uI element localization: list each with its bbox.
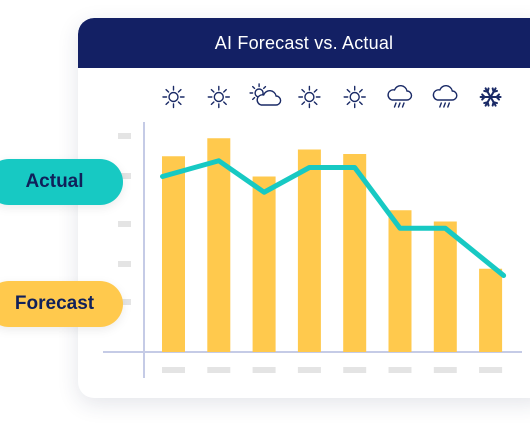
x-tick-mark [343, 367, 367, 373]
x-tick-mark [479, 367, 503, 373]
sun-icon [207, 85, 231, 109]
forecast-bar [252, 176, 276, 352]
forecast-bar [388, 210, 412, 352]
partly-cloudy-icon [249, 83, 282, 106]
x-tick-mark [433, 367, 457, 373]
forecast-bar [162, 156, 185, 352]
x-tick-mark [207, 367, 231, 373]
snowflake-icon [479, 87, 502, 107]
forecast-bar [207, 138, 231, 352]
legend-actual-label: Actual [25, 171, 84, 192]
y-tick-mark [118, 299, 131, 305]
sun-icon [343, 85, 366, 109]
sun-icon [298, 85, 321, 109]
legend-actual: Actual [0, 159, 123, 205]
chart-title: AI Forecast vs. Actual [214, 33, 394, 53]
legend-forecast-label: Forecast [14, 293, 95, 314]
forecast-bar [433, 221, 457, 352]
rain-icon [432, 85, 458, 108]
y-tick-mark [118, 133, 131, 139]
card-header: AI Forecast vs. Actual [78, 18, 530, 68]
y-tick-mark [118, 173, 131, 179]
x-tick-mark [297, 367, 321, 373]
y-tick-mark [118, 261, 131, 267]
forecast-bar [479, 268, 503, 352]
x-tick-mark [388, 367, 412, 373]
x-tick-mark [162, 367, 185, 373]
y-tick-mark [118, 221, 131, 227]
forecast-bar [297, 149, 321, 352]
rain-icon [387, 85, 413, 108]
legend-forecast: Forecast [0, 281, 123, 327]
actual-line [160, 158, 507, 278]
forecast-bar [343, 154, 367, 352]
sun-icon [162, 85, 185, 109]
x-tick-mark [252, 367, 276, 373]
